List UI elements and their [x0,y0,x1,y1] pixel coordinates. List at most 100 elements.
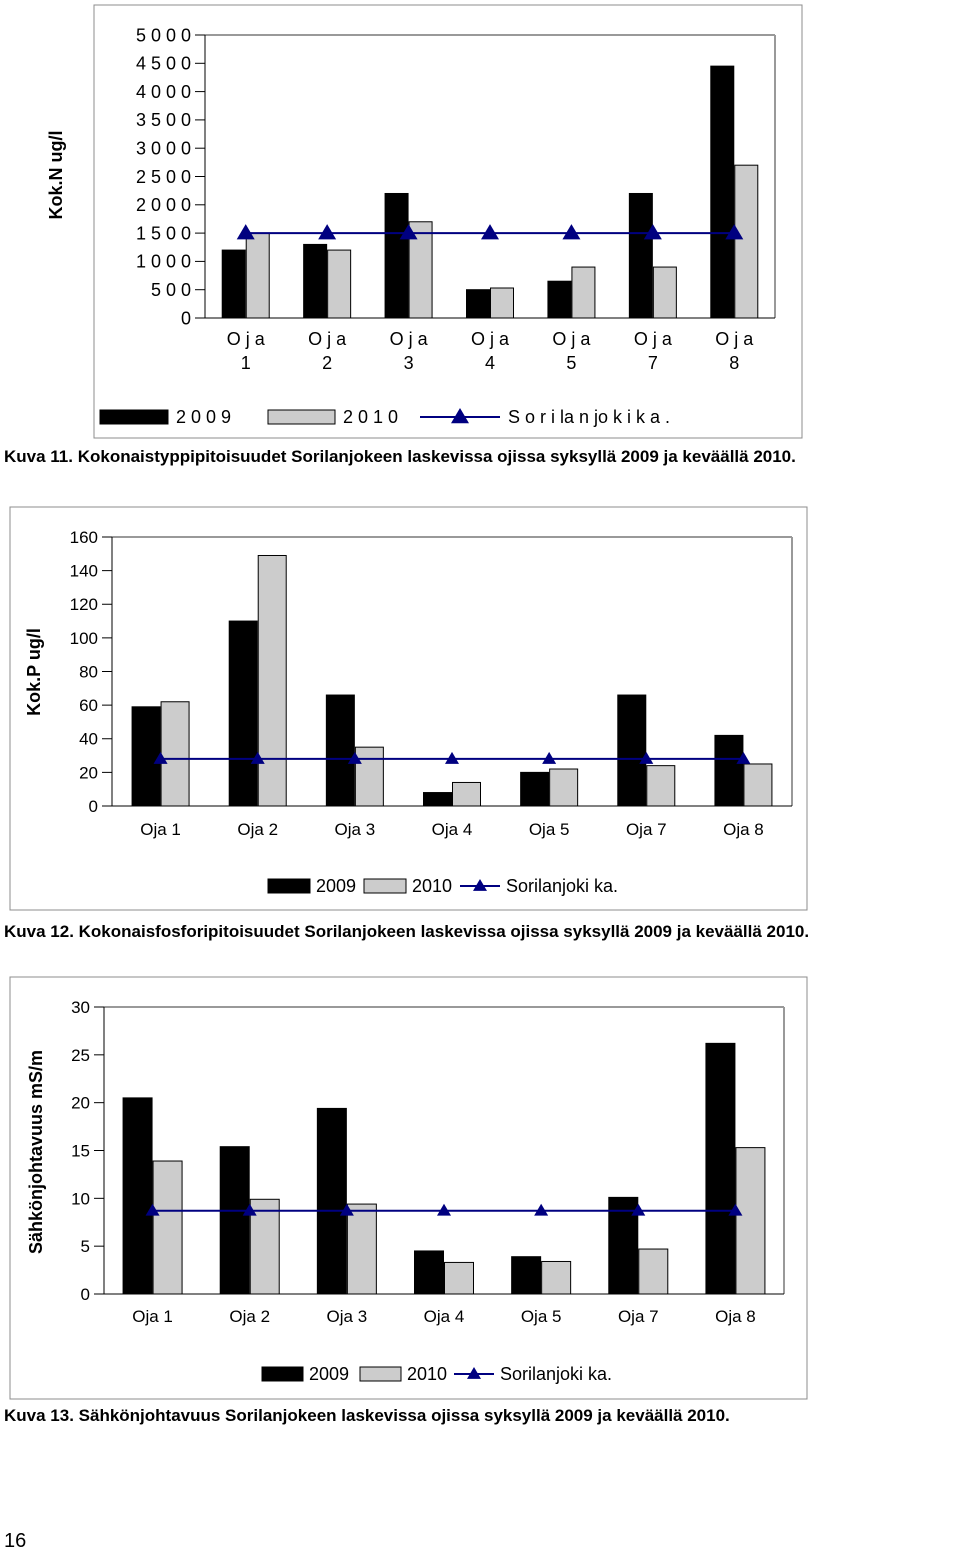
bar-2010 [160,701,190,807]
bar-2010 [408,221,433,319]
y-tick-label: 25 [71,1046,90,1065]
bar-2010 [354,746,384,807]
y-tick-label: 60 [79,696,98,715]
y-tick-label: 20 [79,763,98,782]
y-tick-label: 0 [81,1285,90,1304]
y-tick-label: 4 5 0 0 [136,54,191,74]
legend-label: 2009 [316,876,356,896]
point-sorilanjoki [534,1203,549,1216]
legend-swatch [363,878,407,894]
x-tick-label: O j a [634,329,673,349]
bar-2010 [571,266,596,319]
legend-label: 2010 [407,1364,447,1384]
bar-2009 [520,771,550,807]
y-tick-label: 5 0 0 [151,280,191,300]
y-tick-label: 10 [71,1189,90,1208]
x-tick-label: O j a [227,329,266,349]
x-tick-label: 7 [648,353,658,373]
x-tick-label: Oja 1 [132,1307,173,1326]
bar-2009 [608,1196,639,1295]
x-tick-label: Oja 3 [327,1307,368,1326]
point-sorilanjoki [725,224,744,240]
x-tick-label: Oja 4 [432,820,473,839]
x-tick-label: O j a [308,329,347,349]
bar-2010 [327,249,352,319]
y-tick-label: 140 [70,562,98,581]
x-tick-label: 4 [485,353,495,373]
legend-swatch [359,1366,402,1382]
bar-2010 [549,768,579,807]
point-sorilanjoki [153,751,168,764]
point-sorilanjoki [562,224,581,240]
y-tick-label: 3 5 0 0 [136,110,191,130]
y-tick-label: 3 0 0 0 [136,139,191,159]
point-sorilanjoki [250,751,265,764]
x-tick-label: 1 [241,353,251,373]
chart-frame [93,4,803,439]
bar-2010 [257,554,287,807]
x-tick-label: Oja 7 [618,1307,659,1326]
legend-label: Sorilanjoki ka. [506,876,618,896]
point-sorilanjoki [445,751,459,764]
bar-2010 [152,1160,183,1295]
x-tick-label: 2 [322,353,332,373]
chart-kok-n: 0 5 0 0 1 0 0 0 1 5 0 0 2 0 0 0 2 5 0 0 3 0 0 … [46,4,803,439]
bar-2009 [547,280,572,319]
point-sorilanjoki [236,224,255,240]
bar-2009 [511,1256,542,1295]
x-tick-label: Oja 8 [715,1307,756,1326]
y-tick-label: 5 0 0 0 [136,25,191,45]
bar-2009 [423,792,452,807]
chart-frame [9,506,808,911]
bar-2009 [316,1107,347,1295]
bar-2010 [245,232,270,319]
x-tick-label: O j a [552,329,591,349]
y-tick-label: 15 [71,1141,90,1160]
x-tick-label: 8 [729,353,739,373]
page-number: 16 [4,1530,27,1552]
legend-marker [473,879,487,891]
point-sorilanjoki [481,224,499,240]
bar-2010 [734,164,759,319]
y-axis-title: Sähkönjohtavuus mS/m [26,1050,46,1254]
legend-label: 2 0 0 9 [176,407,231,427]
point-sorilanjoki [728,1203,743,1216]
point-sorilanjoki [736,751,751,764]
x-tick-label: O j a [390,329,429,349]
legend-marker [451,408,469,424]
point-sorilanjoki [631,1203,646,1216]
bar-2009 [131,706,161,807]
x-tick-label: Oja 1 [140,820,181,839]
bar-2010 [541,1260,572,1295]
point-sorilanjoki [339,1203,354,1216]
point-sorilanjoki [542,751,557,764]
x-tick-label: Oja 2 [237,820,278,839]
x-tick-label: Oja 2 [229,1307,270,1326]
bar-2009 [221,249,246,319]
legend-swatch [267,878,311,894]
bar-2010 [638,1248,669,1295]
x-tick-label: Oja 7 [626,820,667,839]
bar-2010 [452,781,481,807]
point-sorilanjoki [347,751,362,764]
x-tick-label: Oja 5 [521,1307,562,1326]
legend-label: 2009 [309,1364,349,1384]
x-tick-label: O j a [715,329,754,349]
point-sorilanjoki [639,751,654,764]
legend-swatch [267,409,336,425]
bar-2009 [617,694,647,807]
legend-label: 2 0 1 0 [343,407,398,427]
bar-2010 [346,1203,377,1295]
y-tick-label: 20 [71,1094,90,1113]
caption-kuva-11: Kuva 11. Kokonaistyppipitoisuudet Sorila… [4,447,796,466]
point-sorilanjoki [399,224,418,240]
bar-2009 [714,734,744,807]
bar-2010 [652,266,677,319]
chart-kok-p: 0 20 40 60 80 100 120 140 160 Kok.P ug/l Oja 1 Oja … [9,506,808,911]
point-sorilanjoki [437,1203,451,1216]
bar-2010 [646,765,676,807]
bar-2009 [628,192,653,319]
legend-label: Sorilanjoki ka. [500,1364,612,1384]
y-tick-label: 5 [81,1237,90,1256]
x-tick-label: Oja 4 [424,1307,465,1326]
